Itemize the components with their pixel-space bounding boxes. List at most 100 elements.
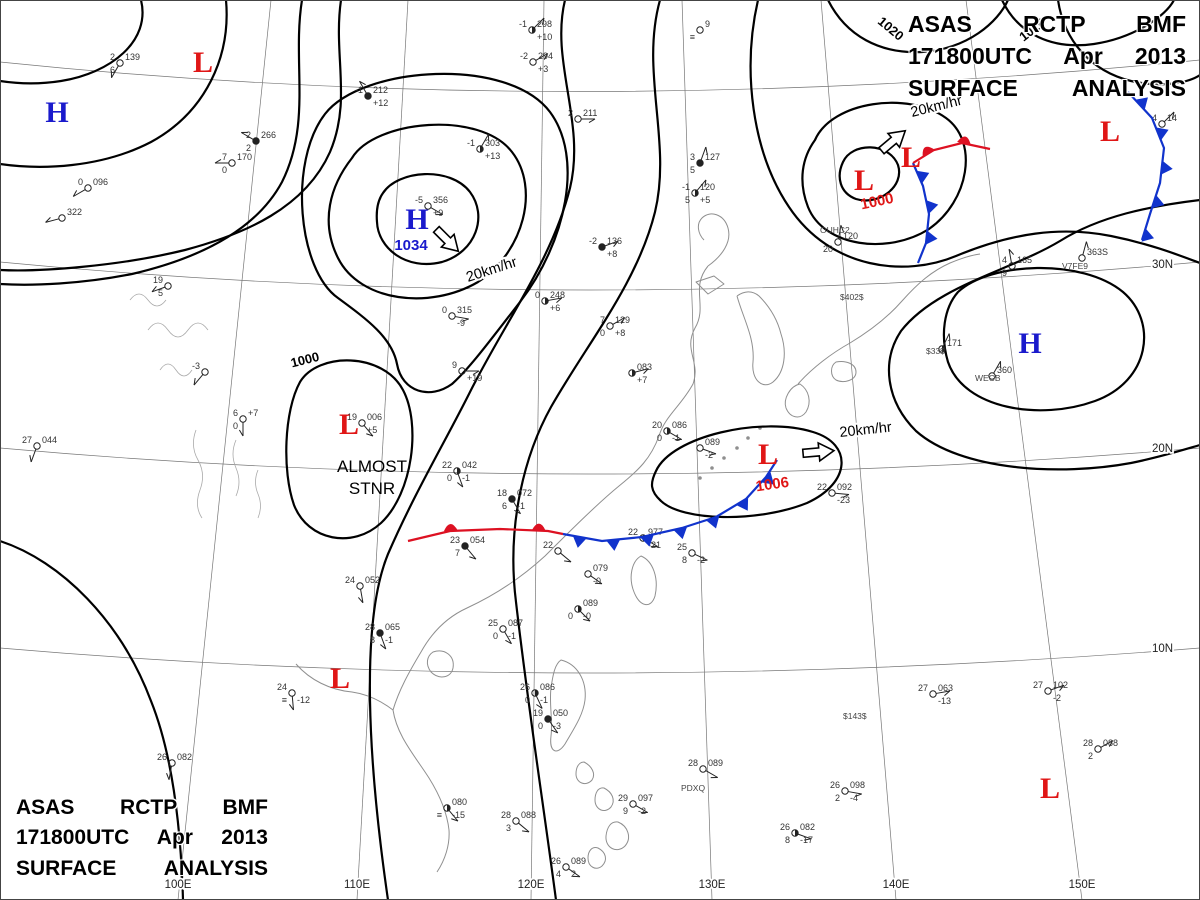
station-value: 3	[690, 152, 695, 162]
lon-label: 120E	[518, 879, 545, 891]
station-plot: 22	[543, 540, 572, 563]
station-plot: 322	[45, 207, 82, 223]
station-circle	[201, 368, 209, 376]
station-circle	[696, 159, 704, 167]
wind-barb	[548, 297, 562, 301]
station-circle	[356, 582, 364, 590]
station-value: 079	[593, 563, 608, 573]
station-value: 19	[153, 275, 163, 285]
pressure-center-letter: L	[1040, 772, 1060, 805]
wind-barb-tick	[948, 333, 951, 341]
station-value: 363S	[1087, 247, 1108, 257]
station-circle	[364, 92, 372, 100]
station-value: 052	[365, 575, 380, 585]
wind-barb	[1050, 684, 1065, 691]
wind-barb	[579, 610, 591, 622]
station-circle	[461, 542, 469, 550]
station-circle	[529, 58, 537, 66]
station-plot: 363S	[1078, 241, 1108, 262]
station-plot: 27 044	[22, 435, 57, 463]
station-circle	[562, 863, 570, 871]
station-value: 089	[705, 437, 720, 447]
station-plot: 0 096	[72, 177, 108, 197]
station-value: -2	[1053, 693, 1061, 703]
station-circle	[629, 800, 637, 808]
cold-front-symbol	[640, 534, 654, 547]
front-line	[562, 459, 778, 543]
station-value: 294	[538, 51, 553, 61]
pressure-center-letter: L	[339, 408, 359, 441]
wind-barb-tick	[214, 158, 222, 164]
station-value: +6	[550, 303, 560, 313]
wind-barb	[702, 448, 717, 455]
station-value: 26	[551, 856, 561, 866]
station-value: 28	[688, 758, 698, 768]
wind-barb	[535, 53, 548, 61]
station-circle	[424, 202, 432, 210]
station-plot: 083+7	[628, 362, 652, 385]
wind-barb	[30, 448, 37, 463]
wind-barb	[797, 833, 812, 840]
station-circle-half	[447, 804, 451, 812]
wind-barb	[151, 286, 166, 293]
station-plot: -1 298 +10	[519, 17, 552, 42]
station-value: 0	[447, 473, 452, 483]
station-value: 18	[497, 488, 507, 498]
station-plot: 079-0	[584, 563, 608, 586]
station-circle	[508, 495, 516, 503]
station-value: 19	[347, 412, 357, 422]
station-value: 3	[506, 823, 511, 833]
wind-barb	[481, 134, 489, 147]
pressure-center-letter: L	[1100, 115, 1120, 148]
station-circle	[841, 787, 849, 795]
ships-layer: OUHC2 $402$ V7FE9 $33$ WECB $143$ PDXQ	[681, 225, 1088, 793]
station-value: 0	[78, 177, 83, 187]
wind-barb-tick	[1171, 111, 1175, 119]
station-value: -2	[705, 450, 713, 460]
wind-barb	[634, 368, 649, 373]
station-circle	[828, 489, 836, 497]
station-value: 086	[672, 420, 687, 430]
chart-title-line: ASAS RCTP BMF	[16, 795, 268, 819]
station-value: 24	[345, 575, 355, 585]
station-value: 9	[452, 360, 457, 370]
wind-barb	[359, 81, 367, 94]
wind-barb-tick	[469, 556, 477, 560]
wind-barb	[504, 631, 512, 644]
station-plot: 120 20	[823, 225, 858, 254]
station-value: 29	[618, 793, 628, 803]
station-circle	[584, 570, 592, 578]
pressure-center-value: 1034	[394, 237, 428, 254]
station-plot: -1 212 +12	[355, 80, 388, 108]
station-value: 063	[938, 683, 953, 693]
station-value: -2	[697, 555, 705, 565]
station-plot: 7 170 0	[214, 152, 252, 175]
lon-label: 140E	[883, 879, 910, 891]
wind-barb-tick	[522, 830, 530, 833]
station-circle	[58, 214, 66, 222]
cold-front	[1127, 91, 1173, 242]
station-value: -23	[837, 495, 850, 505]
wind-speed-label: 20km/hr	[464, 254, 519, 285]
station-value: ≡	[690, 32, 695, 42]
wind-barb	[448, 810, 459, 822]
station-value: 360	[997, 365, 1012, 375]
pressure-center-letter: L	[854, 164, 874, 197]
pressure-center-value: 1006	[755, 474, 790, 495]
title-block-top-right: ASAS RCTP BMF 171800UTC Apr 2013 SURFACE…	[908, 8, 1186, 105]
station-value: +10	[537, 32, 552, 42]
warm-front-symbol	[957, 136, 971, 145]
station-plot: 24 ≡ -12	[277, 682, 310, 711]
station-circle	[1094, 745, 1102, 753]
station-plot: 9≡	[690, 19, 710, 42]
wind-barb-tick	[366, 433, 374, 437]
station-circle	[499, 625, 507, 633]
wind-barb-tick	[842, 494, 850, 499]
fronts-layer	[407, 91, 1173, 551]
wind-barb-tick	[643, 368, 649, 374]
station-value: 4	[1002, 255, 1007, 265]
station-value: -2	[638, 806, 646, 816]
station-circle	[239, 415, 247, 423]
wind-barb-tick	[238, 429, 244, 437]
ship-callsign: $33$	[926, 346, 945, 356]
